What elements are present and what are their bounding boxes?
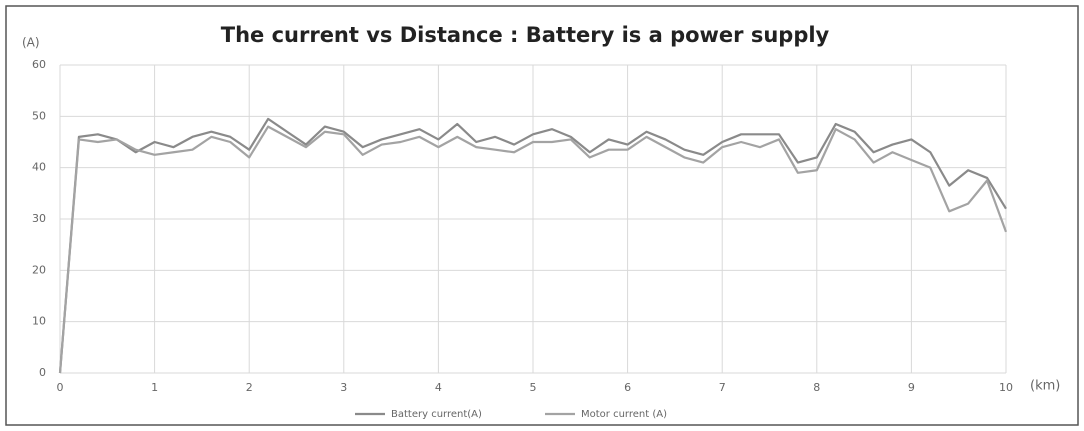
x-tick-label: 10 — [999, 381, 1013, 394]
x-tick-label: 8 — [813, 381, 820, 394]
y-tick-label: 10 — [32, 315, 46, 328]
x-axis-label: (km) — [1030, 379, 1060, 394]
chart-title: The current vs Distance : Battery is a p… — [221, 23, 830, 47]
x-tick-label: 9 — [908, 381, 915, 394]
x-tick-label: 7 — [719, 381, 726, 394]
x-tick-label: 4 — [435, 381, 442, 394]
y-tick-label: 20 — [32, 263, 46, 276]
x-tick-label: 5 — [530, 381, 537, 394]
y-axis-label: (A) — [22, 36, 40, 50]
x-tick-label: 2 — [246, 381, 253, 394]
x-tick-label: 0 — [57, 381, 64, 394]
legend-label: Battery current(A) — [391, 409, 482, 420]
chart-frame — [5, 5, 1079, 426]
y-tick-label: 50 — [32, 109, 46, 122]
data-line — [58, 125, 1008, 374]
data-line — [58, 117, 1007, 374]
y-tick-label: 60 — [32, 58, 46, 71]
x-tick-label: 6 — [624, 381, 631, 394]
x-tick-label: 1 — [151, 381, 158, 394]
legend-label: Motor current (A) — [581, 409, 667, 420]
y-tick-label: 0 — [39, 366, 46, 379]
y-tick-label: 40 — [32, 161, 46, 174]
y-tick-label: 30 — [32, 212, 46, 225]
x-tick-label: 3 — [340, 381, 347, 394]
